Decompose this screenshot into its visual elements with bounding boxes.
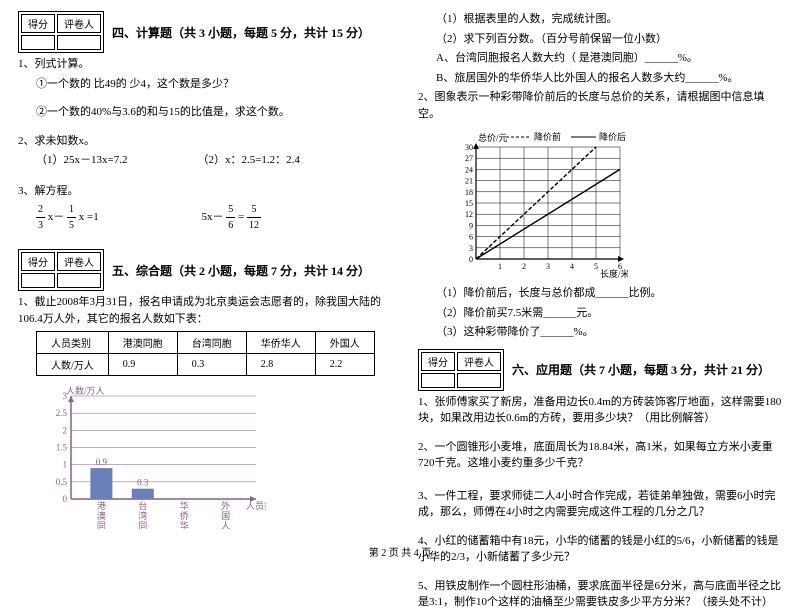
svg-text:15: 15 [465, 199, 473, 208]
svg-text:2: 2 [63, 425, 68, 435]
svg-text:降价后: 降价后 [599, 131, 626, 142]
q6-2: 2、一个圆锥形小麦堆，底面周长为18.84米，高1米，如果每立方米小麦重720千… [418, 439, 782, 472]
q6-5: 5、用铁皮制作一个圆柱形油桶，要求底面半径是6分米，高与底面半径之比是3:1，制… [418, 578, 782, 611]
svg-text:同: 同 [97, 521, 106, 529]
score-box-5: 得分评卷人 [18, 249, 104, 291]
svg-text:9: 9 [469, 221, 473, 230]
q4-2: 2、求未知数x。 [18, 133, 382, 150]
svg-text:降价前: 降价前 [534, 131, 561, 142]
section5-title: 五、综合题（共 2 小题，每题 7 分，共计 14 分） [112, 262, 370, 279]
score-box: 得分评卷人 [18, 11, 104, 53]
svg-text:6: 6 [469, 233, 473, 242]
r-l2: （2）求下列百分数。（百分号前保留一位小数） [436, 31, 782, 48]
rm-l2: （2）降价前买7.5米需______元。 [436, 305, 782, 322]
svg-text:人数/万人: 人数/万人 [66, 385, 105, 396]
svg-text:12: 12 [465, 210, 473, 219]
svg-text:2: 2 [522, 262, 526, 271]
score-box-6: 得分评卷人 [418, 349, 504, 391]
svg-text:侨: 侨 [180, 510, 189, 521]
q5-1: 1、截止2008年3月31日，报名申请成为北京奥运会志愿者的，除我国大陆的106… [18, 294, 382, 327]
rm-l1: （1）降价前后，长度与总价都成______比例。 [436, 285, 782, 302]
svg-text:21: 21 [465, 177, 473, 186]
svg-text:24: 24 [465, 165, 473, 174]
svg-text:30: 30 [465, 143, 473, 152]
svg-text:人员类别: 人员类别 [246, 500, 266, 511]
q6-1: 1、张师傅家买了新房，准备用边长0.4m的方砖装饰客厅地面，这样需要180块，如… [418, 394, 782, 427]
svg-text:1: 1 [63, 460, 68, 470]
svg-text:总价/元: 总价/元 [478, 132, 508, 143]
bar-chart: 32.521.510.50人数/万人人员类别0.9港澳同胞0.3台湾同胞华侨华人… [36, 384, 266, 529]
svg-text:华: 华 [180, 520, 189, 529]
q4-2ab: （1）25x－13x=7.2（2）x：2.5=1.2：2.4 [36, 152, 382, 169]
svg-text:18: 18 [465, 188, 473, 197]
svg-text:华: 华 [180, 500, 189, 511]
r-l4: B、旅居国外的华侨华人比外国人的报名人数多大约______%。 [436, 70, 782, 87]
svg-text:台: 台 [138, 500, 147, 511]
svg-text:外: 外 [221, 500, 230, 511]
q6-3: 3、一件工程，要求师徒二人4小时合作完成，若徒弟单独做，需要6小时完成，那么，师… [418, 488, 782, 521]
svg-text:5: 5 [594, 262, 598, 271]
svg-text:27: 27 [465, 154, 473, 163]
page-footer: 第 2 页 共 4 页 [0, 544, 800, 559]
svg-text:3: 3 [469, 244, 473, 253]
svg-text:3: 3 [546, 262, 550, 271]
section4-title: 四、计算题（共 3 小题，每题 5 分，共计 15 分） [112, 24, 370, 41]
svg-text:4: 4 [570, 262, 574, 271]
svg-text:0.9: 0.9 [96, 457, 108, 467]
svg-text:国: 国 [221, 511, 230, 521]
svg-text:长度/米: 长度/米 [600, 268, 628, 279]
r-l3: A、台湾同胞报名人数大约（ 是港澳同胞）______%。 [436, 50, 782, 67]
svg-text:湾: 湾 [138, 510, 147, 521]
q4-3eq: 23 x－ 15 x =1 5x－ 56 = 512 [36, 202, 382, 233]
svg-text:0: 0 [469, 255, 473, 264]
svg-text:2.5: 2.5 [56, 408, 68, 418]
svg-text:0.5: 0.5 [56, 477, 68, 487]
svg-text:人: 人 [221, 521, 230, 529]
svg-text:同: 同 [138, 521, 147, 529]
svg-text:澳: 澳 [97, 510, 106, 521]
line-chart: 降价前降价后302724211815129630123456总价/元长度/米 [448, 129, 628, 279]
rm-l3: （3）这种彩带降价了______%。 [436, 324, 782, 341]
r-q2: 2、图象表示一种彩带降价前后的长度与总价的关系，请根据图中信息填空。 [418, 89, 782, 122]
q4-3: 3、解方程。 [18, 183, 382, 200]
svg-text:1.5: 1.5 [56, 443, 68, 453]
section6-title: 六、应用题（共 7 小题，每题 3 分，共计 21 分） [512, 361, 770, 378]
svg-text:0.3: 0.3 [137, 478, 149, 488]
q4-1a: ①一个数的 比49的 少4，这个数是多少？ [36, 76, 382, 93]
svg-text:1: 1 [498, 262, 502, 271]
r-l1: （1）根据表里的人数，完成统计图。 [436, 11, 782, 28]
svg-text:港: 港 [97, 500, 106, 511]
q4-1: 1、列式计算。 [18, 56, 382, 73]
svg-text:0: 0 [63, 494, 68, 504]
data-table: 人员类别港澳同胞台湾同胞华侨华人外国人 人数/万人0.90.32.82.2 [36, 331, 375, 376]
q4-1b: ②一个数的40%与3.6的和与15的比值是，求这个数。 [36, 104, 382, 121]
